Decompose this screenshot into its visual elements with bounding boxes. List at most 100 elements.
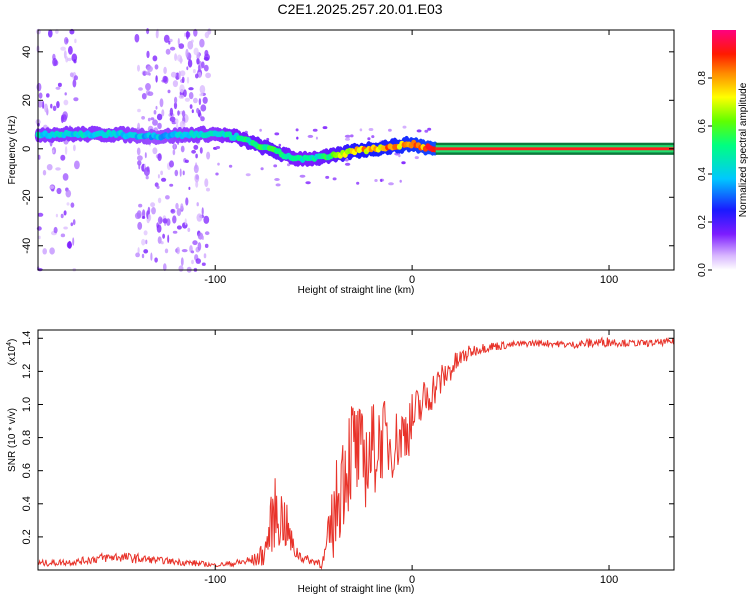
spectrogram-noise-speck — [305, 181, 311, 185]
spectrogram-noise-speck — [50, 103, 53, 109]
spectrogram-y-axis-label: Frequency (Hz) — [7, 116, 18, 185]
spectrogram-noise-speck — [350, 134, 354, 138]
spectrogram-noise-speck — [186, 76, 190, 84]
spectrogram-noise-speck — [137, 64, 140, 72]
spectrogram-noise-speck — [307, 134, 314, 138]
snr-scale-close: ) — [7, 339, 18, 342]
spectrogram-noise-speck — [296, 136, 299, 140]
spectrogram-noise-speck — [162, 75, 168, 83]
snr-series-line — [37, 336, 675, 570]
spectrogram-noise-speck — [201, 207, 204, 216]
spectrogram-noise-speck — [196, 57, 200, 65]
spectrogram-noise-speck — [70, 222, 74, 227]
spectrogram-noise-speck — [344, 158, 349, 162]
snr-y-tick-label: 1.4 — [21, 331, 33, 346]
spectrogram-noise-speck — [74, 160, 80, 170]
spectrogram-noise-speck — [215, 146, 221, 149]
snr-y-tick-label: 1.0 — [21, 397, 33, 412]
spectrogram-noise-speck — [315, 136, 318, 140]
spectrogram-noise-speck — [205, 72, 212, 79]
spectrogram-noise-speck — [63, 226, 68, 230]
spectrogram-noise-speck — [278, 143, 282, 147]
snr-x-axis-label: Height of straight line (km) — [298, 584, 415, 595]
spectrogram-noise-speck — [169, 46, 176, 51]
spectrogram-noise-speck — [144, 71, 151, 76]
spectrogram-noise-speck — [186, 66, 189, 71]
spectrogram-noise-speck — [186, 30, 189, 40]
spectrogram-noise-speck — [274, 178, 280, 181]
spectrogram-noise-speck — [204, 178, 209, 188]
spectrogram-noise-speck — [73, 75, 78, 81]
spectrogram-noise-speck — [402, 125, 407, 129]
spectrogram-noise-speck — [65, 189, 72, 198]
spectrogram-noise-speck — [36, 82, 42, 92]
spectrogram-noise-speck — [367, 137, 371, 141]
spectrogram-noise-speck — [142, 209, 146, 218]
spectrogram-noise-speck — [49, 185, 55, 190]
spectrogram-noise-speck — [147, 206, 151, 215]
spectrogram-noise-speck — [344, 162, 351, 166]
spectrogram-noise-speck — [176, 208, 182, 217]
spectrogram-noise-speck — [170, 71, 177, 78]
spectrogram-noise-speck — [196, 213, 203, 222]
spectrogram-noise-speck — [152, 119, 158, 126]
spectrogram-noise-speck — [167, 234, 170, 243]
spectrogram-noise-speck — [203, 215, 210, 224]
spectrogram-noise-speck — [146, 65, 153, 72]
spectrogram-noise-speck — [176, 225, 182, 230]
spectrogram-noise-speck — [181, 249, 188, 253]
spectrogram-noise-speck — [179, 120, 186, 129]
spectrogram-noise-speck — [150, 252, 153, 261]
spectrogram-noise-speck — [155, 105, 158, 110]
spectrogram-noise-speck — [184, 97, 190, 102]
spectrogram-panel: -100 0 100 -40 -20 0 20 40 Height of straight … — [7, 28, 675, 296]
spectrogram-noise-speck — [66, 202, 70, 206]
spectrogram-noise-speck — [359, 128, 363, 132]
spectrogram-noise-speck — [161, 109, 165, 117]
spectrogram-noise-speck — [73, 144, 76, 152]
spectrogram-noise-speck — [168, 40, 171, 45]
spectrogram-noise-speck — [201, 61, 205, 69]
spectrogram-noise-speck — [143, 167, 150, 177]
spectrogram-x-ticks: -100 0 100 — [204, 30, 618, 286]
spectrogram-noise-speck — [199, 38, 205, 48]
spectrogram-noise-speck — [145, 239, 148, 245]
spectrogram-noise-speck — [275, 183, 281, 187]
spectrogram-noise-speck — [145, 83, 151, 91]
colorbar-tick-label: 0.8 — [697, 71, 708, 85]
spectrogram-noise-speck — [187, 59, 193, 68]
spectrogram-noise-speck — [172, 230, 178, 234]
spectrogram-noise-speck — [187, 227, 191, 232]
spectrogram-noise-speck — [138, 164, 141, 170]
spectrogram-noise-speck — [162, 233, 166, 239]
spectrogram-noise-speck — [204, 231, 210, 236]
spectrogram-noise-speck — [197, 242, 202, 251]
spectrogram-noise-speck — [146, 50, 150, 59]
spectrogram-noise-speck — [164, 248, 169, 254]
spectrogram-noise-speck — [178, 265, 184, 272]
spectrogram-noise-speck — [38, 92, 43, 99]
spectrogram-noise-speck — [67, 240, 72, 249]
spectrogram-noise-speck — [195, 73, 199, 79]
spectrogram-noise-speck — [157, 197, 162, 204]
spectrogram-noise-speck — [52, 57, 58, 67]
spectrogram-noise-speck — [163, 34, 170, 43]
spectrogram-noise-speck — [189, 104, 193, 109]
spectrogram-noise-speck — [66, 57, 72, 62]
spectrogram-noise-speck — [325, 175, 330, 179]
spectrogram-y-tick-label: -20 — [21, 189, 33, 205]
spectrogram-noise-speck — [380, 179, 383, 182]
spectrogram-noise-speck — [180, 145, 185, 153]
snr-y-tick-label: 0.2 — [21, 529, 33, 544]
spectrogram-y-ticks: -40 -20 0 20 40 — [21, 46, 674, 254]
spectrogram-noise-speck — [63, 210, 67, 216]
spectrogram-noise-speck — [215, 172, 219, 176]
spectrogram-noise-speck — [206, 187, 210, 192]
spectrogram-noise-speck — [204, 31, 210, 39]
spectrogram-frame — [37, 29, 675, 271]
spectrogram-noise-speck — [141, 253, 145, 259]
spectrogram-noise-speck — [176, 246, 181, 255]
spectrogram-noise-speck — [187, 40, 194, 50]
spectrogram-noise-speck — [163, 66, 167, 74]
